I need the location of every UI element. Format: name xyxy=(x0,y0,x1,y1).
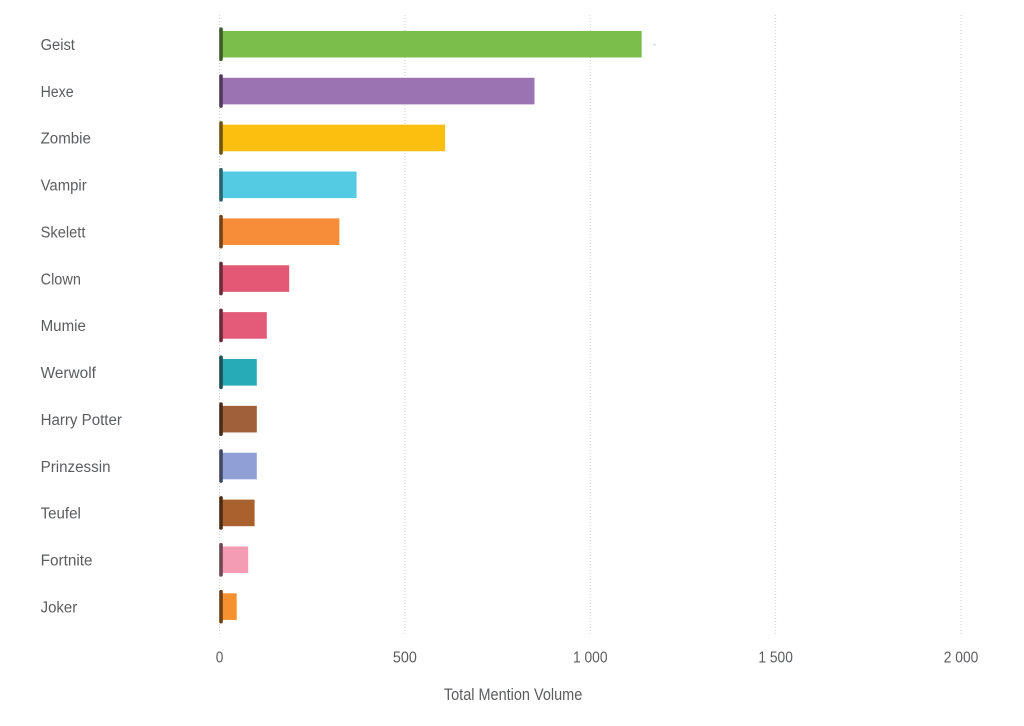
svg-text:Total Mention Volume: Total Mention Volume xyxy=(444,686,582,704)
svg-text:0: 0 xyxy=(216,649,224,666)
svg-text:Hexe: Hexe xyxy=(41,84,74,101)
svg-text:500: 500 xyxy=(393,649,417,666)
svg-text:Fortnite: Fortnite xyxy=(41,553,93,570)
svg-text:2 000: 2 000 xyxy=(944,649,979,666)
svg-text:Skelett: Skelett xyxy=(41,225,86,242)
svg-text:Geist: Geist xyxy=(41,37,76,54)
svg-text:Joker: Joker xyxy=(41,599,78,616)
svg-text:1 000: 1 000 xyxy=(573,649,608,666)
svg-text:Prinzessin: Prinzessin xyxy=(41,459,111,476)
svg-text:Werwolf: Werwolf xyxy=(41,365,97,382)
svg-text:Mumie: Mumie xyxy=(41,318,86,335)
svg-text:Vampir: Vampir xyxy=(41,178,87,195)
svg-text:1 500: 1 500 xyxy=(758,649,793,666)
svg-text:Zombie: Zombie xyxy=(41,131,91,148)
svg-text:Teufel: Teufel xyxy=(41,506,81,523)
svg-text:Clown: Clown xyxy=(41,271,81,288)
svg-text:Harry Potter: Harry Potter xyxy=(41,412,122,429)
